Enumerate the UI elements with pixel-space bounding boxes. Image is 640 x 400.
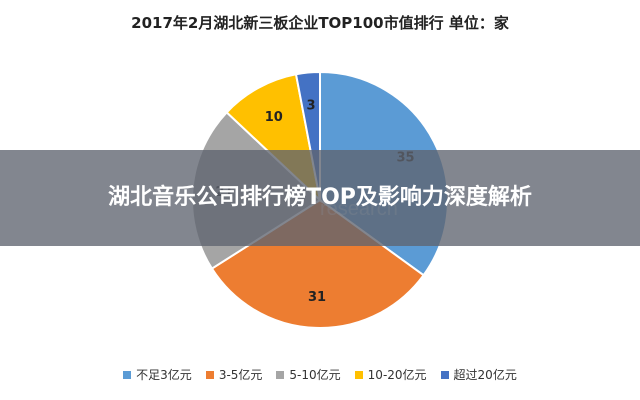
legend-item-2: 5-10亿元 — [276, 366, 341, 383]
legend-swatch — [205, 370, 214, 379]
legend-label: 10-20亿元 — [367, 368, 427, 382]
legend-swatch — [440, 370, 449, 379]
chart-legend: 不足3亿元 3-5亿元 5-10亿元 10-20亿元 超过20亿元 — [0, 366, 640, 383]
title-banner: 湖北音乐公司排行榜TOP及影响力深度解析 — [0, 150, 640, 246]
legend-item-0: 不足3亿元 — [123, 366, 192, 383]
chart-title: 2017年2月湖北新三板企业TOP100市值排行 单位：家 — [131, 14, 509, 32]
banner-title: 湖北音乐公司排行榜TOP及影响力深度解析 — [108, 185, 532, 210]
legend-label: 3-5亿元 — [218, 368, 263, 382]
legend-swatch — [123, 370, 132, 379]
slice-value-label-1: 31 — [308, 290, 326, 305]
legend-item-4: 超过20亿元 — [440, 366, 517, 383]
pie-slice-1 — [210, 198, 425, 329]
legend-label: 5-10亿元 — [289, 368, 341, 382]
slice-value-label-4: 3 — [306, 98, 315, 113]
slice-value-label-3: 10 — [265, 110, 283, 125]
legend-item-3: 10-20亿元 — [354, 366, 427, 383]
legend-item-1: 3-5亿元 — [205, 366, 263, 383]
legend-label: 超过20亿元 — [453, 368, 517, 382]
legend-label: 不足3亿元 — [136, 368, 192, 382]
legend-swatch — [354, 370, 363, 379]
legend-swatch — [276, 370, 285, 379]
